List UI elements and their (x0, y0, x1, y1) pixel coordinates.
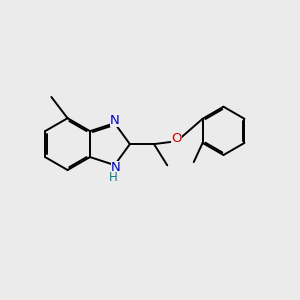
Text: N: N (110, 114, 119, 127)
Text: H: H (109, 171, 118, 184)
Text: N: N (111, 161, 121, 174)
Text: O: O (171, 132, 181, 145)
